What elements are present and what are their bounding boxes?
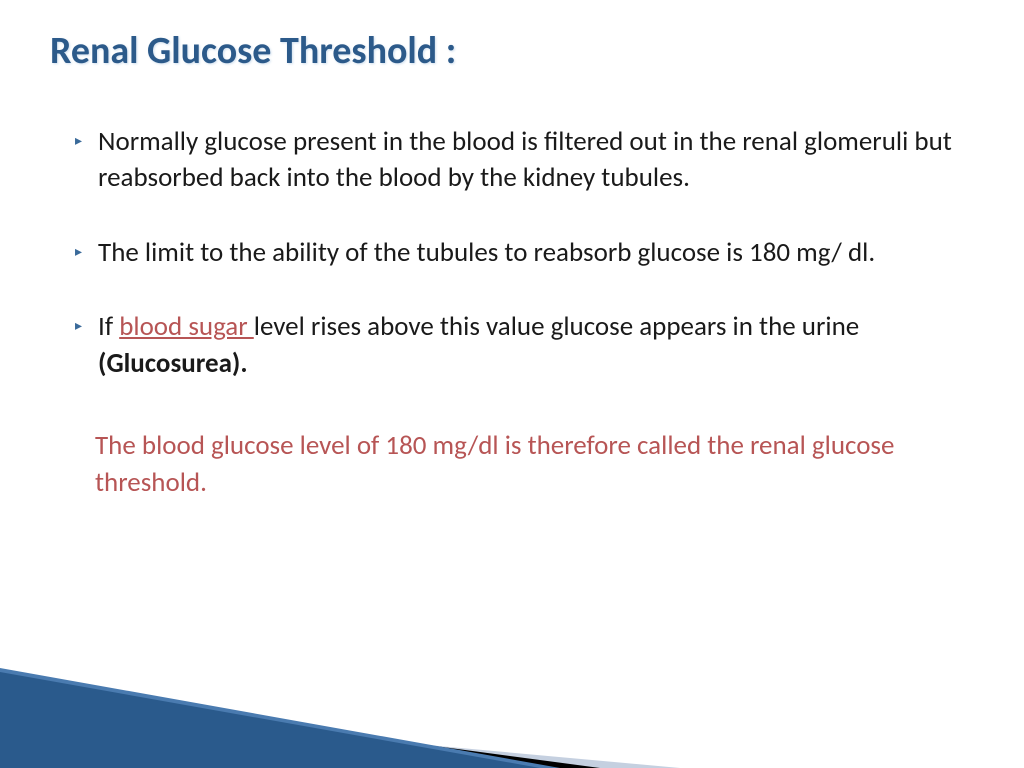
bullet-bold: (Glucosurea). <box>98 347 248 380</box>
content-area: ▸ Normally glucose present in the blood … <box>0 74 1024 382</box>
bullet-item: ▸ The limit to the ability of the tubule… <box>75 235 964 271</box>
bullet-text: The limit to the ability of the tubules … <box>98 235 964 271</box>
bullet-item: ▸ If blood sugar level rises above this … <box>75 309 964 382</box>
footer-decoration-icon <box>0 658 680 768</box>
blood-sugar-link[interactable]: blood sugar <box>119 310 254 343</box>
bullet-marker-icon: ▸ <box>75 132 82 151</box>
bullet-middle: level rises above this value glucose app… <box>254 310 859 343</box>
bullet-text: If blood sugar level rises above this va… <box>98 309 964 382</box>
bullet-marker-icon: ▸ <box>75 317 82 336</box>
bullet-text: Normally glucose present in the blood is… <box>98 124 964 197</box>
bullet-item: ▸ Normally glucose present in the blood … <box>75 124 964 197</box>
bullet-prefix: If <box>98 310 119 343</box>
bullet-marker-icon: ▸ <box>75 243 82 262</box>
conclusion-text: The blood glucose level of 180 mg/dl is … <box>0 420 1024 501</box>
slide-title: Renal Glucose Threshold : <box>0 0 1024 74</box>
